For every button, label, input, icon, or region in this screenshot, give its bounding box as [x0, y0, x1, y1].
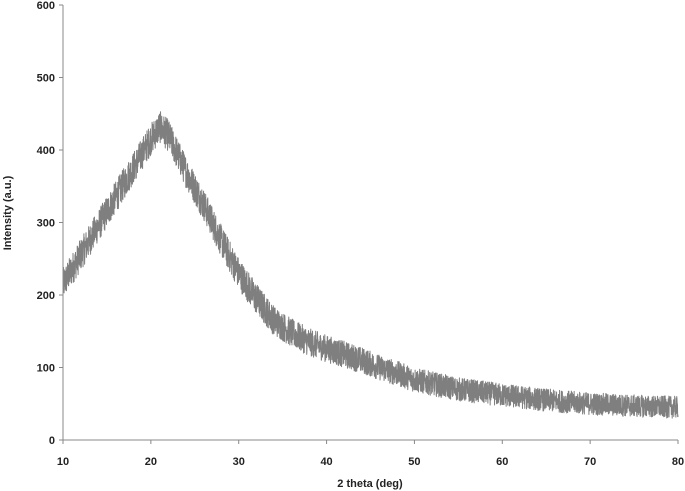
y-axis-title: Intensity (a.u.)	[2, 175, 14, 250]
y-ticks: 0 100 200 300 400 500 600	[37, 0, 63, 447]
y-tick-label: 600	[37, 0, 55, 12]
y-tick-label: 100	[37, 363, 55, 375]
x-ticks: 10 20 30 40 50 60 70 80	[57, 440, 684, 468]
y-tick-label: 200	[37, 290, 55, 302]
x-tick-label: 70	[584, 456, 596, 468]
x-tick-label: 10	[57, 456, 69, 468]
y-tick-label: 300	[37, 218, 55, 230]
y-tick-label: 500	[37, 73, 55, 85]
plot-series	[62, 111, 679, 419]
y-tick-label: 400	[37, 145, 55, 157]
x-tick-label: 80	[672, 456, 684, 468]
x-tick-label: 40	[320, 456, 332, 468]
y-tick-label: 0	[49, 435, 55, 447]
x-axis-title: 2 theta (deg)	[337, 478, 403, 490]
x-tick-label: 60	[496, 456, 508, 468]
x-tick-label: 20	[145, 456, 157, 468]
x-tick-label: 30	[233, 456, 245, 468]
series-line	[62, 111, 679, 419]
x-tick-label: 50	[408, 456, 420, 468]
